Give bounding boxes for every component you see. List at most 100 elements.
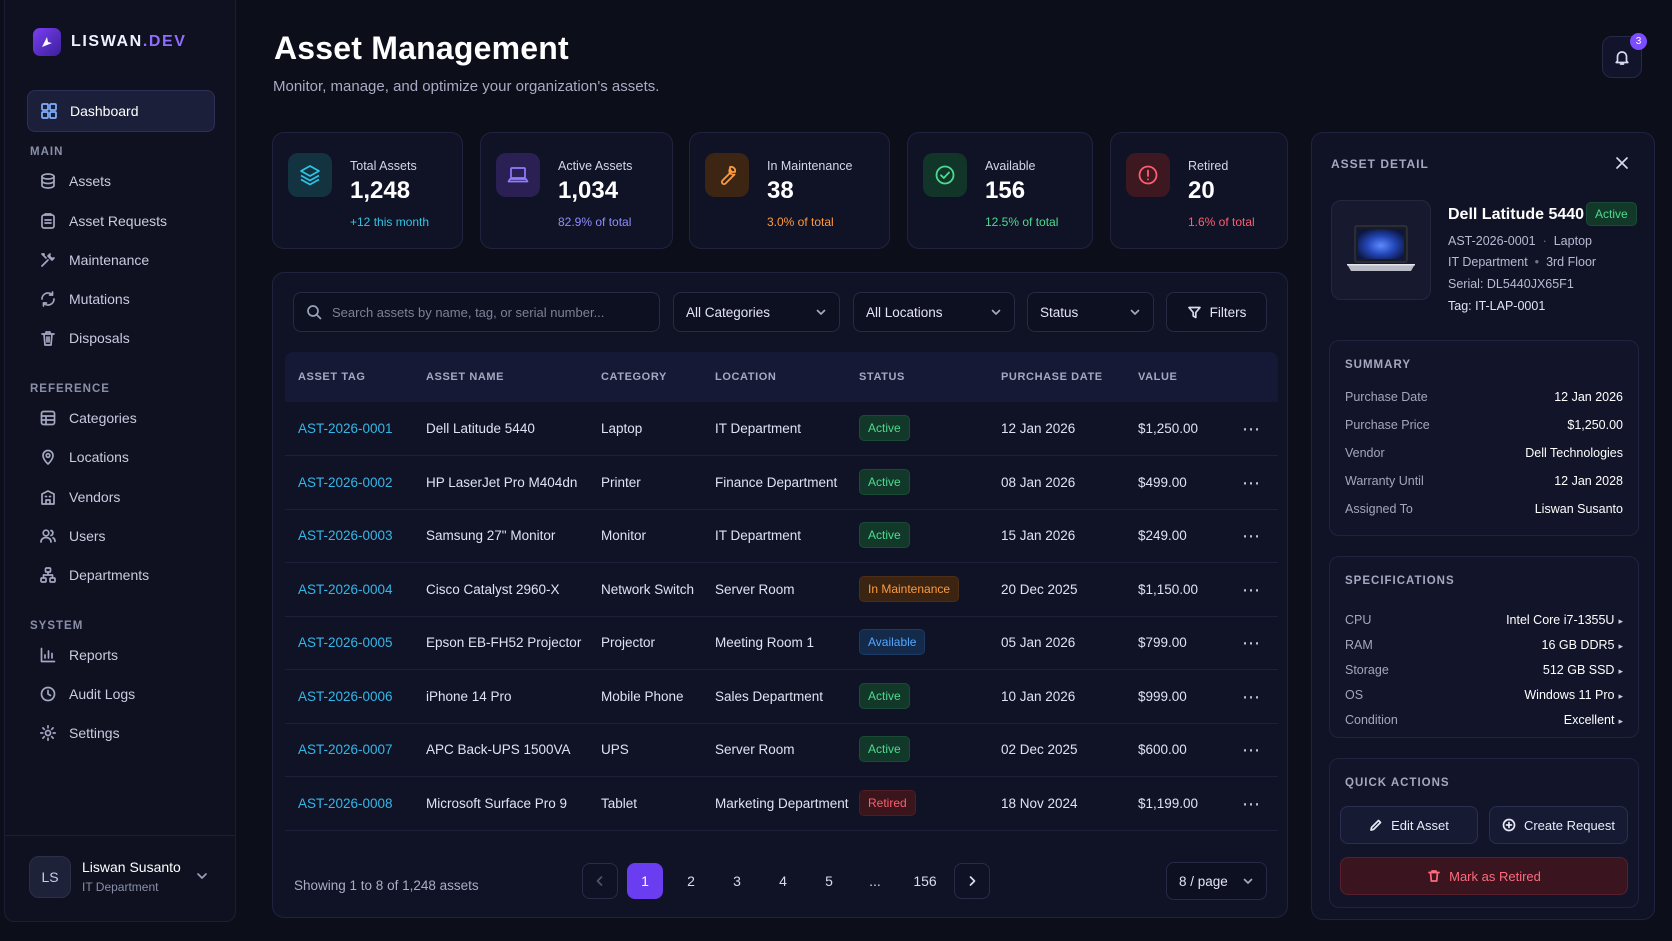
edit-asset-button[interactable]: Edit Asset	[1340, 806, 1478, 844]
page-2-button[interactable]: 2	[687, 873, 695, 889]
sidebar-item-label: Vendors	[69, 489, 121, 505]
table-row[interactable]: AST-2026-0008 Microsoft Surface Pro 9 Tabl…	[285, 777, 1278, 831]
detail-heading: ASSET DETAIL	[1331, 157, 1429, 171]
search-input[interactable]: Search assets by name, tag, or serial nu…	[293, 292, 660, 332]
sidebar-item-maintenance[interactable]: Maintenance	[39, 251, 149, 269]
asset-value: $1,150.00	[1138, 581, 1199, 597]
sidebar-item-users[interactable]: Users	[39, 527, 106, 545]
asset-tag-link[interactable]: AST-2026-0006	[298, 688, 393, 704]
asset-name: HP LaserJet Pro M404dn	[426, 474, 578, 490]
brand[interactable]: LISWAN.DEV	[33, 28, 187, 56]
more-actions-icon[interactable]: ⋯	[1242, 472, 1261, 493]
asset-value: $600.00	[1138, 742, 1187, 757]
asset-purchase-date: 18 Nov 2024	[1001, 795, 1078, 811]
stat-card-in-maintenance[interactable]: In Maintenance 38 3.0% of total	[689, 132, 890, 249]
spec-row[interactable]: RAM 16 GB DDR5 ▸	[1345, 638, 1623, 652]
column-header[interactable]: STATUS	[859, 371, 905, 383]
column-header[interactable]: CATEGORY	[601, 371, 667, 383]
column-header[interactable]: ASSET NAME	[426, 371, 505, 383]
stat-card-available[interactable]: Available 156 12.5% of total	[907, 132, 1093, 249]
column-header[interactable]: ASSET TAG	[298, 371, 366, 383]
spec-row[interactable]: OS Windows 11 Pro ▸	[1345, 688, 1623, 702]
column-header[interactable]: PURCHASE DATE	[1001, 371, 1103, 383]
spec-row[interactable]: CPU Intel Core i7-1355U ▸	[1345, 613, 1623, 627]
table-row[interactable]: AST-2026-0006 iPhone 14 Pro Mobile Phone Sa…	[285, 670, 1278, 724]
next-page-button[interactable]	[954, 863, 990, 899]
sidebar-item-vendors[interactable]: Vendors	[39, 488, 120, 506]
stat-card-total-assets[interactable]: Total Assets 1,248 +12 this month	[272, 132, 463, 249]
wrench-icon	[705, 153, 749, 197]
asset-purchase-date: 08 Jan 2026	[1001, 474, 1076, 490]
quick-actions-card: QUICK ACTIONS Edit Asset Create Request …	[1329, 758, 1639, 908]
page-4-button[interactable]: 4	[779, 873, 787, 889]
sidebar-item-departments[interactable]: Departments	[39, 566, 149, 584]
more-actions-icon[interactable]: ⋯	[1242, 793, 1261, 814]
asset-tag-link[interactable]: AST-2026-0001	[298, 421, 393, 436]
asset-tag-link[interactable]: AST-2026-0008	[298, 795, 393, 811]
more-actions-icon[interactable]: ⋯	[1242, 526, 1261, 546]
category-select[interactable]: All Categories	[673, 292, 840, 332]
summary-row: Warranty Until 12 Jan 2028	[1345, 474, 1623, 488]
asset-tag-link[interactable]: AST-2026-0002	[298, 474, 393, 490]
check-circle-icon	[923, 153, 967, 197]
sidebar-item-categories[interactable]: Categories	[39, 409, 137, 427]
asset-tag-link[interactable]: AST-2026-0004	[298, 581, 393, 597]
filters-button[interactable]: Filters	[1166, 292, 1267, 332]
stat-value: 1,248	[350, 177, 411, 204]
table-row[interactable]: AST-2026-0005 Epson EB-FH52 Projector Proj…	[285, 616, 1278, 670]
user-name: Liswan Susanto	[82, 859, 181, 875]
page-1-button[interactable]: 1	[627, 863, 663, 899]
asset-tag-link[interactable]: AST-2026-0007	[298, 742, 393, 757]
sidebar-item-mutations[interactable]: Mutations	[39, 290, 130, 308]
refresh-icon	[39, 290, 57, 308]
summary-row: Assigned To Liswan Susanto	[1345, 502, 1623, 516]
sidebar-item-dashboard[interactable]: Dashboard	[27, 90, 215, 132]
sidebar-item-assets[interactable]: Assets	[39, 172, 111, 190]
spec-row[interactable]: Storage 512 GB SSD ▸	[1345, 663, 1623, 677]
table-row[interactable]: AST-2026-0007 APC Back-UPS 1500VA UPS Serve…	[285, 723, 1278, 777]
page-5-button[interactable]: 5	[825, 873, 833, 889]
more-actions-icon[interactable]: ⋯	[1242, 633, 1261, 653]
stat-note: 82.9% of total	[558, 215, 632, 229]
table-row[interactable]: AST-2026-0004 Cisco Catalyst 2960-X Networ…	[285, 563, 1278, 617]
sidebar-item-locations[interactable]: Locations	[39, 448, 129, 466]
quick-actions-title: QUICK ACTIONS	[1345, 777, 1450, 789]
sidebar-item-disposals[interactable]: Disposals	[39, 329, 130, 347]
location-select[interactable]: All Locations	[853, 292, 1015, 332]
table-row[interactable]: AST-2026-0001 Dell Latitude 5440 Laptop IT …	[285, 402, 1278, 456]
spec-row[interactable]: Condition Excellent ▸	[1345, 713, 1623, 727]
summary-row: Vendor Dell Technologies	[1345, 446, 1623, 460]
asset-tag-link[interactable]: AST-2026-0005	[298, 635, 393, 650]
notifications-button[interactable]: 3	[1602, 33, 1647, 78]
mark-as-retired-button[interactable]: Mark as Retired	[1340, 857, 1628, 895]
prev-page-button[interactable]	[582, 863, 618, 899]
chevron-down-icon[interactable]	[195, 869, 209, 883]
user-profile[interactable]: LS Liswan Susanto IT Department	[5, 835, 235, 921]
create-request-button[interactable]: Create Request	[1489, 806, 1628, 844]
sidebar-item-audit-logs[interactable]: Audit Logs	[39, 685, 135, 703]
more-actions-icon[interactable]: ⋯	[1242, 419, 1261, 439]
sidebar-item-label: Maintenance	[69, 252, 150, 268]
close-icon[interactable]	[1613, 154, 1631, 172]
page-3-button[interactable]: 3	[733, 873, 741, 889]
sidebar-item-settings[interactable]: Settings	[39, 724, 120, 742]
sidebar-item-reports[interactable]: Reports	[39, 646, 118, 664]
more-actions-icon[interactable]: ⋯	[1242, 686, 1261, 707]
more-actions-icon[interactable]: ⋯	[1242, 579, 1261, 600]
table-row[interactable]: AST-2026-0002 HP LaserJet Pro M404dn Print…	[285, 456, 1278, 510]
page-size-select[interactable]: 8 / page	[1166, 862, 1267, 900]
table-row[interactable]: AST-2026-0003 Samsung 27" Monitor Monitor I…	[285, 509, 1278, 563]
column-header[interactable]: LOCATION	[715, 371, 777, 383]
page-last-button[interactable]: 156	[913, 873, 937, 889]
asset-tag-link[interactable]: AST-2026-0003	[298, 528, 393, 543]
column-header[interactable]: VALUE	[1138, 371, 1178, 383]
map-pin-icon	[39, 448, 57, 466]
gear-icon	[39, 724, 57, 742]
sidebar-item-asset-requests[interactable]: Asset Requests	[39, 212, 167, 230]
more-actions-icon[interactable]: ⋯	[1242, 740, 1261, 760]
status-select[interactable]: Status	[1027, 292, 1154, 332]
nav-section-system: SYSTEM	[30, 620, 84, 632]
stat-card-retired[interactable]: Retired 20 1.6% of total	[1110, 132, 1288, 249]
asset-name: Microsoft Surface Pro 9	[426, 795, 568, 811]
stat-card-active-assets[interactable]: Active Assets 1,034 82.9% of total	[480, 132, 673, 249]
